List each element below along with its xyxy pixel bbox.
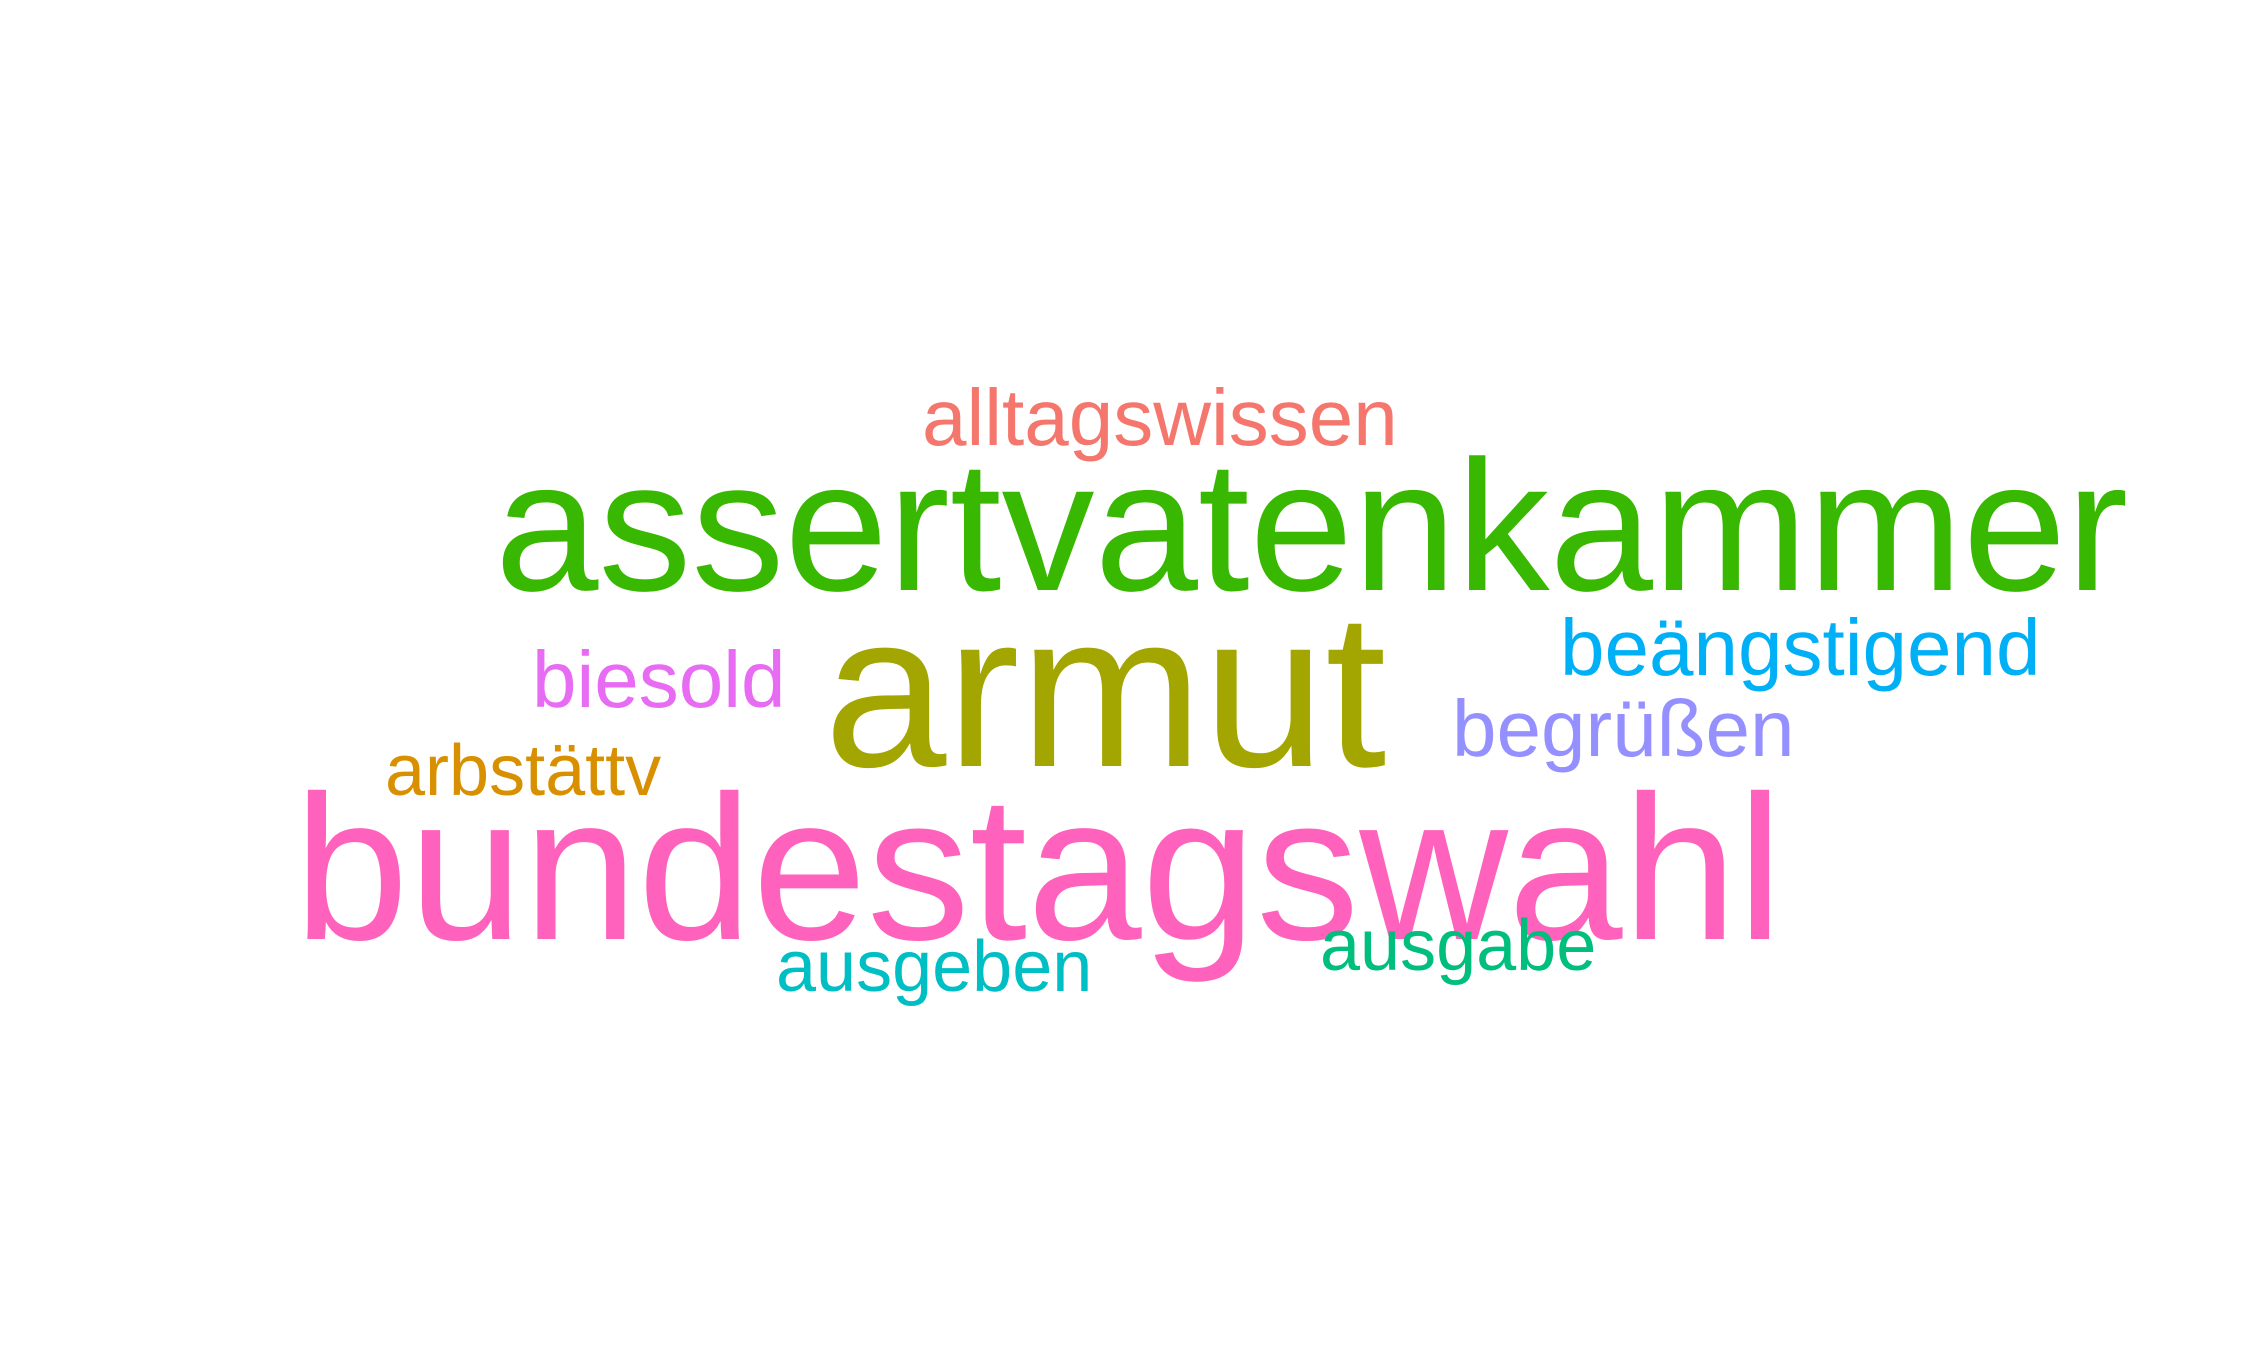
word-ausgabe: ausgabe [1320, 906, 1597, 986]
word-bundestagswahl: bundestagswahl [294, 753, 1783, 983]
word-biesold: biesold [532, 635, 786, 724]
word-beangstigend: beängstigend [1560, 603, 2041, 692]
word-asservatenkammer: assertvatenkammer [495, 423, 2129, 630]
word-arbstattv: arbstättv [385, 731, 662, 811]
word-ausgeben: ausgeben [776, 927, 1093, 1007]
word-alltagswissen: alltagswissen [922, 373, 1398, 462]
word-begrussen: begrüßen [1452, 684, 1795, 773]
word-armut: armut [824, 567, 1387, 813]
